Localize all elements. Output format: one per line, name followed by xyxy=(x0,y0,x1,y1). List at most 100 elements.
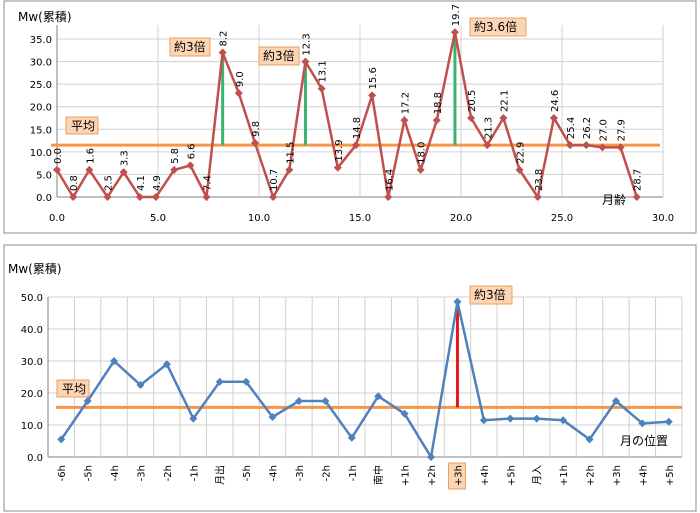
chart-bottom-y-tick-label: 20.0 xyxy=(21,389,43,400)
chart-top-point xyxy=(301,57,310,66)
chart-bottom-point xyxy=(638,419,647,428)
chart-bottom-annotation-1-label: 約3倍 xyxy=(474,287,506,302)
chart-top-ylabel: Mw(累積) xyxy=(18,9,72,24)
chart-top-data-label: 18.0 xyxy=(417,142,428,164)
chart-top-point xyxy=(53,165,61,174)
chart-top-data-label: 7.4 xyxy=(202,175,213,191)
chart-top-point xyxy=(69,193,78,201)
chart-top-annotation-3-box xyxy=(469,17,527,37)
chart-top-annotation-1-box xyxy=(169,37,211,57)
chart-top-data-label: 13.9 xyxy=(334,139,345,161)
chart-bottom-points xyxy=(57,297,673,461)
chart-top-data-label: 24.6 xyxy=(550,90,561,112)
chart-bottom-point xyxy=(506,414,515,423)
chart-top-x-tick-label: 15.0 xyxy=(349,213,371,224)
chart-top-point xyxy=(186,161,195,170)
chart-top-data-label: 17.2 xyxy=(400,92,411,114)
chart-bottom-x-tick-label: -5h xyxy=(84,465,95,481)
chart-top-data-label: 21.3 xyxy=(483,117,494,139)
chart-bottom-x-tick-label: +4h xyxy=(480,465,491,486)
chart-top-data-label: 6.6 xyxy=(186,143,197,159)
chart-top-point xyxy=(483,141,492,150)
chart-top-annotation-2-label: 約3倍 xyxy=(263,48,295,63)
chart-top-data-label: 25.4 xyxy=(566,117,577,139)
chart-top-x-tick-label: 20.0 xyxy=(450,213,472,224)
chart-top-point xyxy=(250,138,259,147)
chart-bottom-frame xyxy=(3,244,697,512)
chart-top-data-label: 9.0 xyxy=(235,71,246,87)
chart-top-point xyxy=(202,193,211,201)
chart-top-data-label: 11.5 xyxy=(285,142,296,164)
chart-top-point xyxy=(119,168,128,177)
chart-top-data-label: 18.8 xyxy=(433,92,444,114)
chart-bottom-x-tick-label: -1h xyxy=(189,465,200,481)
chart-bottom-point xyxy=(453,297,462,306)
chart-top-average-box xyxy=(65,116,99,135)
chart-top-point xyxy=(218,48,227,57)
chart-top-y-ticks: 0.0 5.0 10.0 15.0 20.0 25.0 30.0 35.0 xyxy=(30,35,52,204)
chart-bottom-x-tick-label: +1h xyxy=(401,465,412,486)
chart-bottom-point xyxy=(374,392,383,401)
chart-bottom-x-tick-label: +5h xyxy=(665,465,676,486)
chart-bottom-point xyxy=(611,397,620,405)
chart-top-average-label: 平均 xyxy=(71,119,95,133)
chart-bottom-point xyxy=(83,397,92,405)
chart-top-point xyxy=(616,143,625,152)
chart-bottom-highlight-tick-box xyxy=(447,462,466,490)
chart-top-data-label: 1.6 xyxy=(85,148,96,164)
chart-top-data-label: 14.8 xyxy=(352,117,363,139)
chart-top-data-label: 0.0 xyxy=(53,148,64,164)
chart-top-annotation-1-label: 約3倍 xyxy=(174,39,206,54)
chart-top-point xyxy=(467,114,476,122)
chart-top-y-tick-label: 10.0 xyxy=(30,148,52,159)
chart-bottom-x-tick-label: 南中 xyxy=(372,465,385,485)
chart-bottom-x-tick-label: -2h xyxy=(163,465,174,481)
chart-top-data-label: 9.8 xyxy=(251,121,262,137)
chart-bottom-annotation-1: 約3倍 xyxy=(469,285,513,305)
chart-top-data-label: 8.2 xyxy=(219,31,230,47)
chart-bottom-gridlines xyxy=(47,296,683,458)
chart-bottom-average-box xyxy=(56,379,90,398)
chart-bottom-point xyxy=(664,417,673,426)
chart-top-point xyxy=(533,193,542,201)
chart-top-data-label: 27.0 xyxy=(598,119,609,141)
chart-bottom-x-tick-label: -5h xyxy=(242,465,253,481)
chart-top-y-tick-label: 30.0 xyxy=(30,58,52,69)
chart-bottom-annotation-1-box xyxy=(469,285,513,305)
chart-top-data-label: 23.8 xyxy=(534,169,545,191)
chart-top-point xyxy=(450,28,459,37)
chart-bottom-x-tick-label: +3h xyxy=(453,465,464,486)
chart-top-average-callout: 平均 xyxy=(65,116,99,135)
chart-top-point xyxy=(234,89,243,98)
chart-bottom-y-tick-label: 30.0 xyxy=(21,357,43,368)
chart-top-data-label: 10.7 xyxy=(269,169,280,191)
chart-top-point xyxy=(632,193,641,201)
chart-top-point xyxy=(135,193,144,201)
chart-top-data-label: 15.6 xyxy=(368,67,379,89)
chart-bottom-y-ticks: 0.0 10.0 20.0 30.0 40.0 50.0 xyxy=(21,293,43,464)
chart-top-point xyxy=(499,114,508,122)
chart-bottom-x-tick-label: 月入 xyxy=(532,465,544,485)
chart-top-point xyxy=(351,141,360,150)
chart-bottom-point xyxy=(242,377,251,386)
chart-top-annotation-3-label: 約3.6倍 xyxy=(474,19,517,34)
chart-bottom-x-tick-label: 月出 xyxy=(214,465,227,485)
chart-top-point xyxy=(285,165,294,174)
chart-top-data-label: 4.1 xyxy=(136,175,147,191)
chart-bottom-point xyxy=(215,377,224,386)
chart-top-point xyxy=(151,193,160,201)
chart-bottom-ylabel: Mw(累積) xyxy=(8,261,62,276)
chart-bottom-x-tick-label: +2h xyxy=(586,465,597,486)
chart-top-markers xyxy=(221,32,457,146)
chart-top-y-tick-label: 15.0 xyxy=(30,125,52,136)
chart-top-x-tick-label: 10.0 xyxy=(248,213,270,224)
chart-top: Mw(累積) 0.05.010.015.020.025.030.035.0 0.… xyxy=(3,0,697,234)
chart-top-data-label: 22.9 xyxy=(516,142,527,164)
chart-top-data-label: 4.9 xyxy=(152,175,163,191)
chart-bottom-xlabel: 月の位置 xyxy=(620,433,668,448)
chart-bottom-x-tick-label: -2h xyxy=(321,465,332,481)
chart-top-y-tick-label: 25.0 xyxy=(30,80,52,91)
chart-top-y-tick-label: 0.0 xyxy=(36,193,52,204)
chart-top-data-label: 0.8 xyxy=(69,175,80,191)
chart-bottom-point xyxy=(559,416,568,425)
